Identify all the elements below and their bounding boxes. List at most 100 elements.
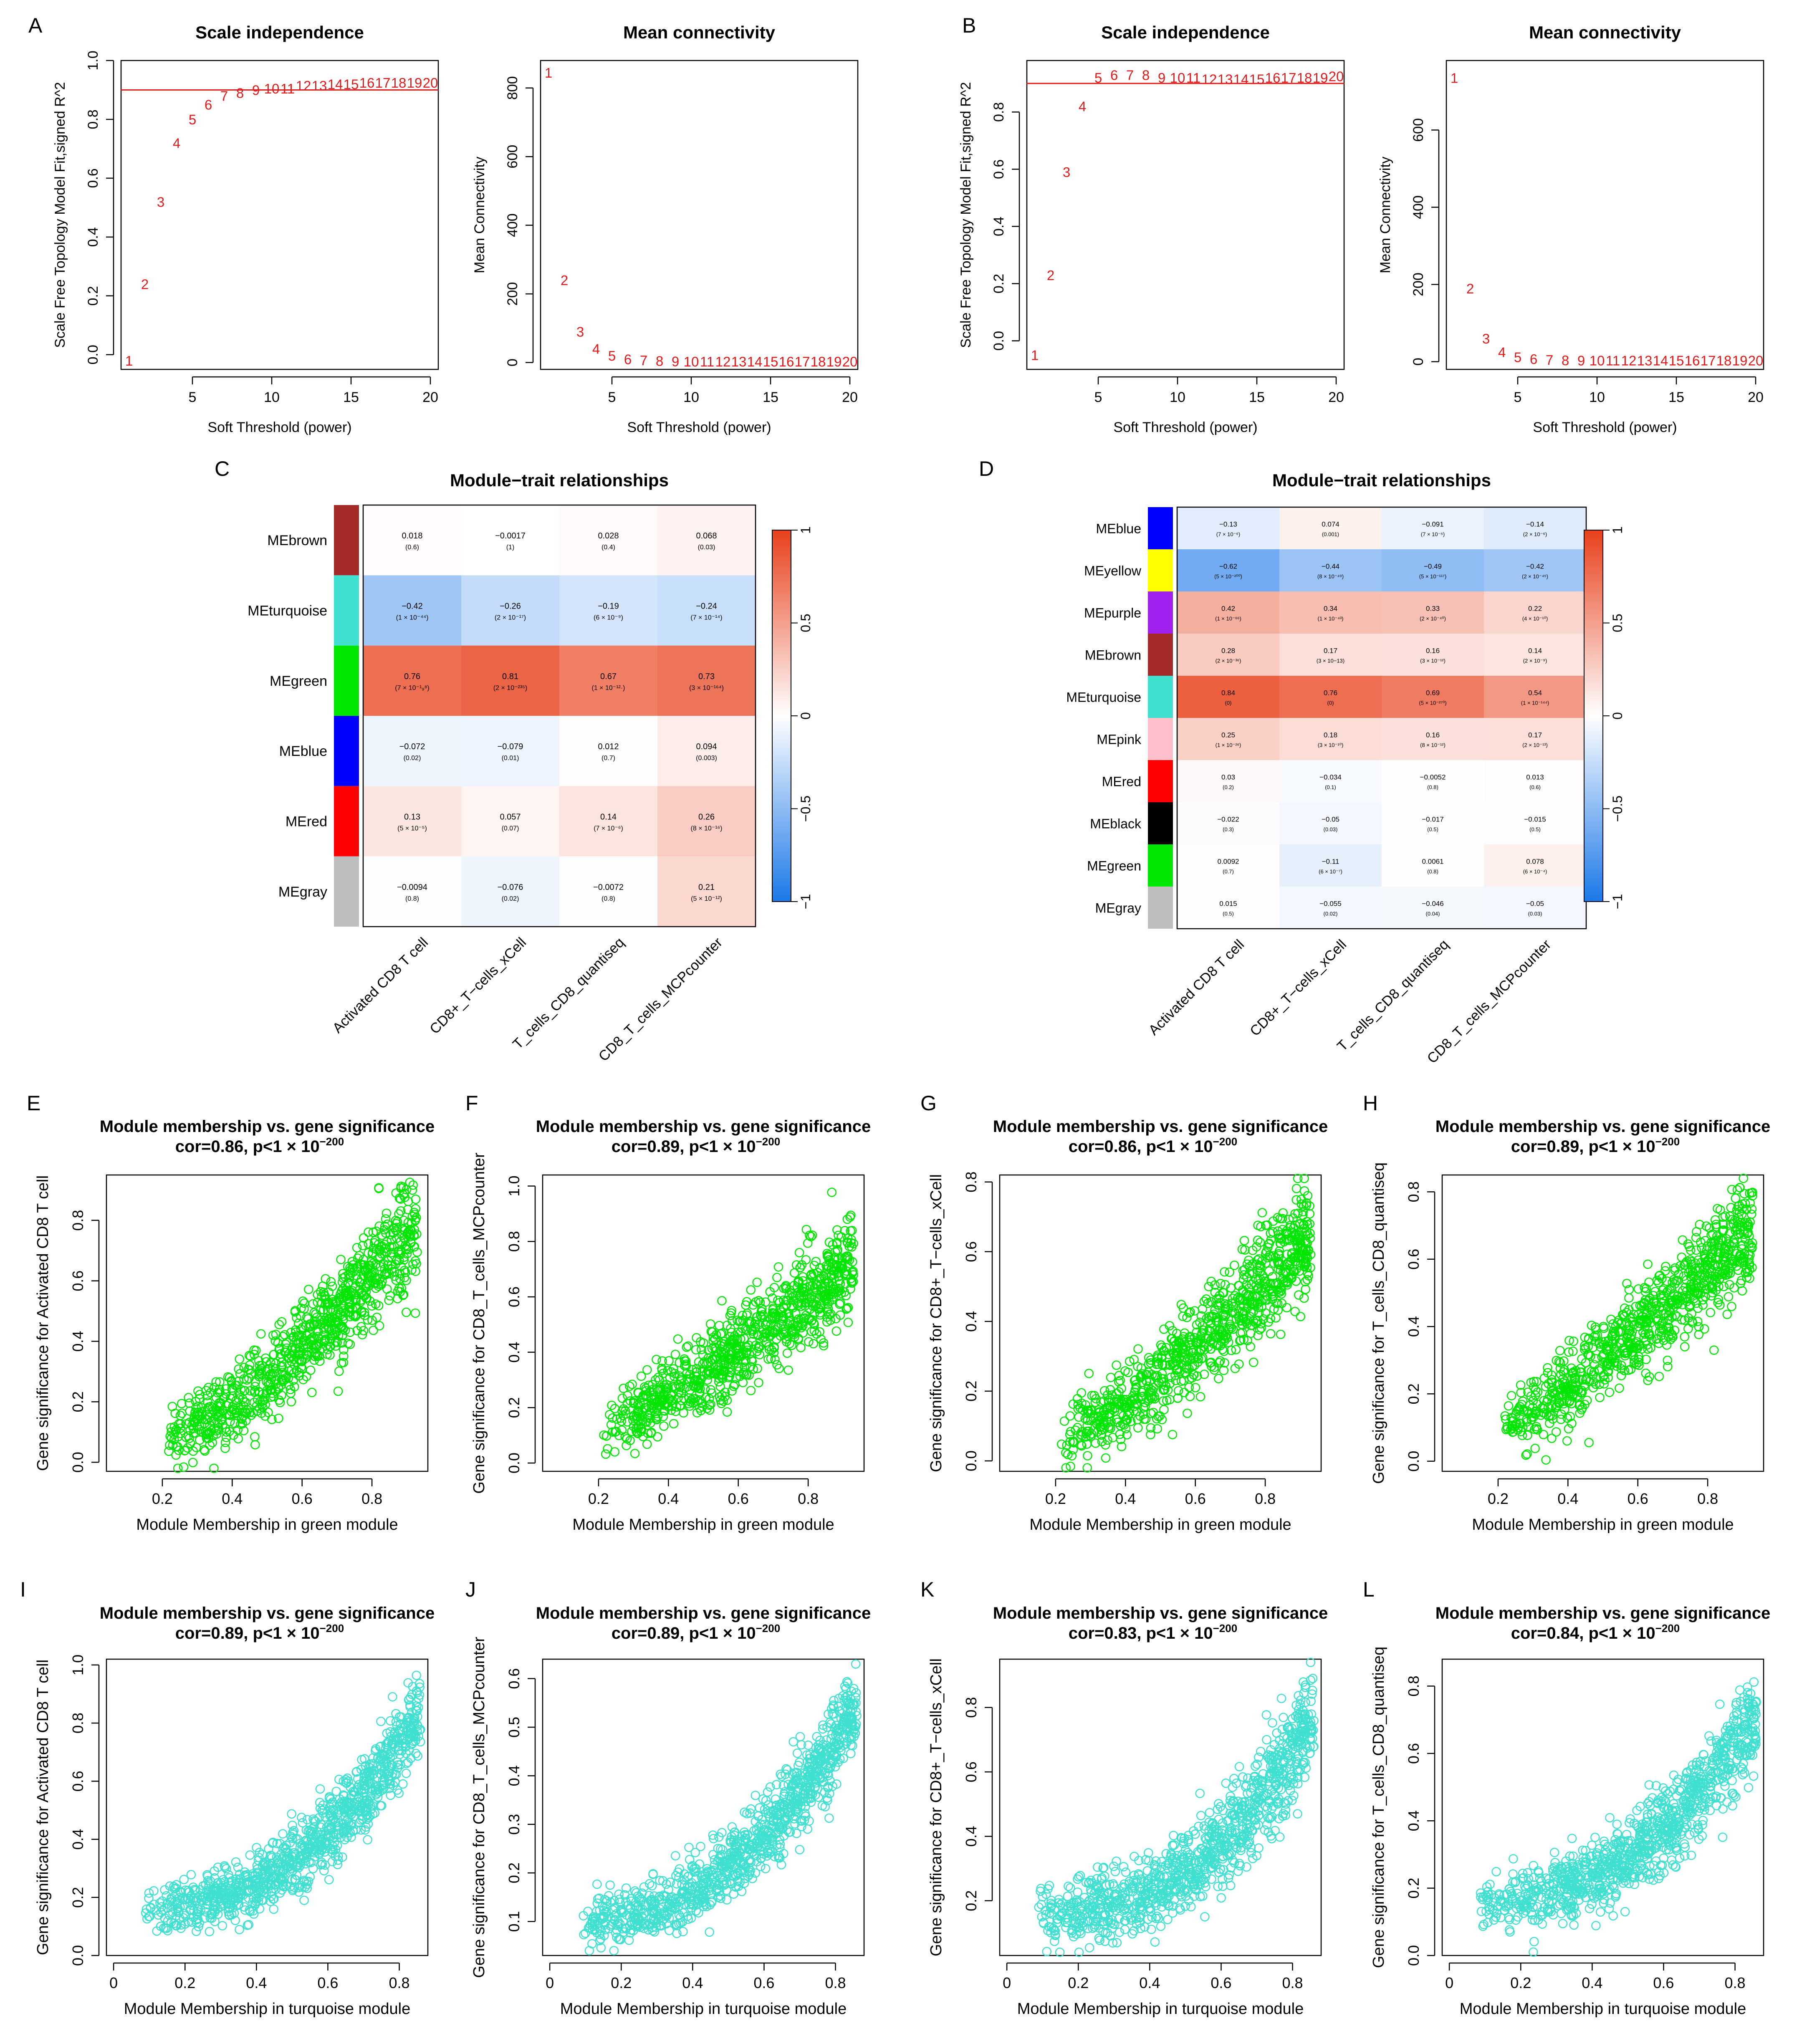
data-point: [249, 1345, 259, 1355]
data-point: [735, 1341, 745, 1351]
row-label: MEgray: [1095, 901, 1141, 916]
data-point: [845, 1212, 855, 1222]
data-point: [729, 1339, 738, 1349]
subtitle-exponent: −200: [756, 1135, 781, 1148]
data-point: [258, 1396, 268, 1406]
data-point: [235, 1925, 244, 1935]
data-point: [797, 1298, 807, 1308]
panel-letter-l: L: [1363, 1578, 1375, 1601]
data-point: [751, 1316, 761, 1326]
data-point: [336, 1255, 346, 1264]
data-point: [205, 1440, 215, 1450]
data-point: [261, 1357, 271, 1367]
data-point: [768, 1293, 777, 1303]
heatmap-cell: [559, 786, 658, 857]
column-label: CD8+_T−cells_xCell: [1247, 937, 1350, 1039]
data-point: [727, 1328, 736, 1337]
chart-subtitle: cor=0.89, p<1 × 10−200: [175, 1622, 344, 1642]
cell-pvalue: (1 × 10⁻⁴³): [1318, 616, 1344, 622]
point-label: 5: [1514, 349, 1521, 365]
y-axis-label: Scale Free Topology Model Fit,signed R^2: [958, 82, 974, 348]
data-point: [659, 1421, 669, 1431]
y-tick-label: 0.4: [69, 1829, 86, 1850]
data-point: [722, 1321, 732, 1330]
y-tick-label: 200: [505, 282, 521, 306]
cell-value: 0.074: [1322, 520, 1339, 528]
x-axis-label: Module Membership in green module: [572, 1516, 834, 1534]
data-point: [412, 1259, 421, 1268]
plot-frame: [1441, 1174, 1764, 1472]
cell-pvalue: (2 × 10⁻⁶): [1523, 531, 1547, 538]
data-point: [809, 1261, 819, 1271]
point-label: 12: [1202, 72, 1217, 87]
data-point: [676, 1401, 686, 1411]
data-point: [720, 1349, 730, 1359]
data-point: [715, 1340, 725, 1350]
point-label: 11: [1186, 70, 1200, 86]
data-point: [407, 1185, 417, 1195]
row-label: MEturquoise: [248, 603, 327, 619]
data-point: [620, 1406, 630, 1416]
data-point: [1724, 1292, 1734, 1302]
x-axis-label: Soft Threshold (power): [1113, 419, 1257, 435]
panel-letter-a: A: [28, 14, 43, 37]
y-tick-label: 0.4: [85, 227, 101, 247]
data-point: [769, 1343, 779, 1353]
data-point: [380, 1221, 390, 1231]
x-tick-label: 0.8: [1255, 1490, 1276, 1507]
chart-subtitle: cor=0.89, p<1 × 10−200: [612, 1135, 780, 1156]
cell-pvalue: (3 × 10−13): [1317, 658, 1345, 664]
heatmap-cell: [1279, 844, 1382, 887]
point-label: 2: [561, 273, 568, 288]
x-axis-label: Module Membership in turquoise module: [124, 2000, 410, 2018]
data-point: [832, 1225, 842, 1235]
data-point: [399, 1273, 409, 1283]
data-point: [730, 1380, 740, 1390]
data-point: [268, 1363, 278, 1372]
data-point: [331, 1341, 341, 1351]
data-point: [1257, 1208, 1267, 1218]
cell-pvalue: (3 × 10⁻¹⁶⁴): [689, 685, 724, 692]
column-label: Activated CD8 T cell: [329, 935, 431, 1036]
y-axis-label: Gene significance for CD8+_T−cells_xCell: [928, 1174, 945, 1472]
data-point: [401, 1241, 410, 1250]
cell-pvalue: (2 × 10⁻²³⁵): [493, 685, 527, 692]
data-point: [341, 1292, 351, 1301]
cell-value: 0.17: [1324, 647, 1337, 655]
heatmap-cell: [559, 575, 658, 646]
data-point: [796, 1343, 806, 1352]
data-point: [1555, 1346, 1565, 1356]
point-label: 20: [842, 354, 858, 369]
data-point: [1201, 1294, 1211, 1304]
data-point: [394, 1788, 404, 1798]
data-point: [290, 1343, 300, 1353]
heatmap-cell: [1484, 718, 1587, 760]
heatmap-cell: [1279, 887, 1382, 929]
module-color-swatch: [334, 505, 359, 576]
cell-value: 0.14: [1528, 647, 1542, 655]
x-tick-label: 0.8: [798, 1490, 819, 1507]
data-point: [746, 1317, 756, 1327]
heatmap-cell: [1382, 760, 1484, 803]
row-label: MEblue: [1096, 521, 1142, 536]
cell-value: 0.16: [1426, 647, 1440, 655]
data-point: [293, 1319, 303, 1328]
data-point: [307, 1333, 317, 1343]
row-label: MEgreen: [1087, 859, 1141, 874]
data-point: [1230, 1261, 1239, 1270]
cell-value: −0.13: [1219, 520, 1237, 528]
data-point: [235, 1369, 245, 1379]
data-point: [1562, 1413, 1572, 1423]
row-label: MEred: [1102, 774, 1141, 789]
data-point: [286, 1397, 296, 1407]
cell-value: 0.21: [698, 883, 715, 892]
data-point: [1541, 1455, 1551, 1465]
data-point: [275, 1344, 284, 1354]
chart-title: Module membership vs. gene significance: [993, 1117, 1328, 1136]
cell-value: −0.055: [1319, 900, 1341, 908]
cell-value: 0.094: [696, 742, 717, 751]
point-label: 1: [1031, 348, 1039, 363]
data-point: [268, 1330, 278, 1340]
cell-pvalue: (2 × 10⁻⁴⁰): [1420, 616, 1446, 622]
data-point: [655, 1394, 665, 1404]
